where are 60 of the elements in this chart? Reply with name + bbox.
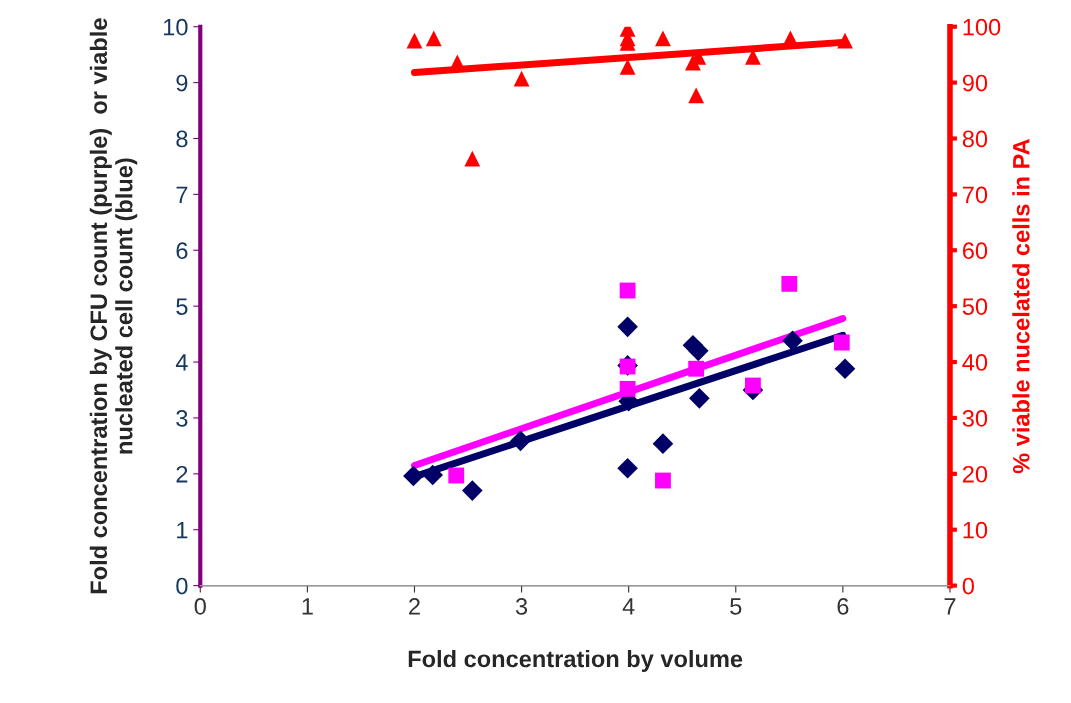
point xyxy=(689,388,710,409)
point xyxy=(744,377,761,394)
y2-axis-title: % viable nucelated cells in PA xyxy=(1012,139,1030,474)
point xyxy=(422,464,443,486)
y-tick-label: 8 xyxy=(176,130,188,148)
y-tick-label: 3 xyxy=(176,410,188,427)
point xyxy=(834,358,856,380)
x-tick-label: 2 xyxy=(409,598,420,615)
y2-tick-label: 10 xyxy=(963,521,988,539)
y-tick-label: 0 xyxy=(176,577,188,595)
point xyxy=(619,380,636,397)
x-tick-label: 0 xyxy=(194,598,206,615)
point xyxy=(619,282,636,299)
x-tick-label: 5 xyxy=(730,598,742,615)
point xyxy=(448,467,465,484)
y2-tick-label: 40 xyxy=(962,354,988,371)
point xyxy=(833,334,850,351)
point xyxy=(837,32,853,49)
point xyxy=(617,316,638,338)
y-tick-label: 6 xyxy=(176,242,188,260)
point xyxy=(652,433,674,454)
point xyxy=(617,457,638,479)
x-tick-label: 4 xyxy=(622,598,635,615)
y2-tick-label: 80 xyxy=(962,130,988,148)
y2-tick-label: 50 xyxy=(962,298,988,315)
y-axis-title: Fold concentration by CFU count (purple) or viable nucleated cell count (blue) xyxy=(89,18,138,594)
x-tick-label: 7 xyxy=(944,598,956,615)
y-tick-label: 2 xyxy=(176,465,188,483)
x-tick-label: 1 xyxy=(302,598,313,615)
y2-tick-label: 90 xyxy=(962,74,988,92)
y-tick-label: 7 xyxy=(176,186,188,203)
y2-tick-label: 20 xyxy=(962,465,988,483)
y-tick-label: 9 xyxy=(176,74,188,92)
point xyxy=(464,150,481,167)
point xyxy=(406,32,423,49)
point xyxy=(403,465,424,487)
point xyxy=(655,472,671,489)
y2-tick-label: 30 xyxy=(962,410,988,427)
y2-tick-label: 70 xyxy=(962,186,988,204)
y2-tick-label: 0 xyxy=(962,577,974,595)
point xyxy=(425,30,442,47)
point xyxy=(688,87,705,104)
point xyxy=(462,480,483,501)
y2-tick-label: 100 xyxy=(963,18,1001,36)
x-tick-label: 6 xyxy=(837,598,849,615)
point xyxy=(513,70,530,87)
y-tick-label: 1 xyxy=(177,522,188,539)
point xyxy=(782,330,803,352)
y2-tick-label: 60 xyxy=(962,242,988,260)
point xyxy=(619,59,636,75)
point xyxy=(688,360,705,377)
y-tick-label: 4 xyxy=(175,354,188,371)
point xyxy=(687,340,709,362)
point xyxy=(655,30,671,47)
y-tick-label: 10 xyxy=(164,18,188,36)
point xyxy=(781,275,798,292)
point xyxy=(510,430,531,452)
x-axis-title: Fold concentration by volume xyxy=(408,649,743,672)
y-tick-label: 5 xyxy=(176,298,188,315)
x-tick-label: 3 xyxy=(515,598,528,615)
